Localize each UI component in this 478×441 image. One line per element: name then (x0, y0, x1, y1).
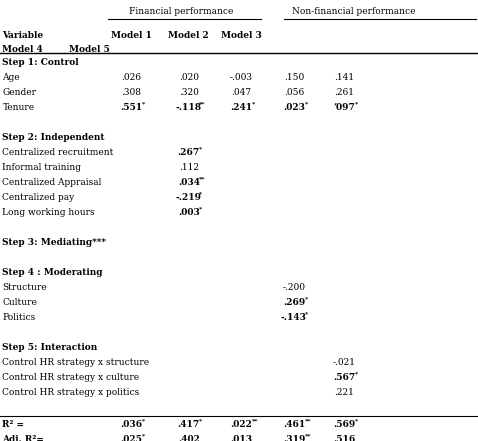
Text: .020: .020 (179, 73, 199, 82)
Text: Step 4 : Moderating: Step 4 : Moderating (2, 268, 103, 277)
Text: *: * (252, 101, 255, 107)
Text: .516: .516 (333, 435, 355, 441)
Text: Control HR strategy x structure: Control HR strategy x structure (2, 358, 150, 367)
Text: **: ** (199, 176, 206, 182)
Text: .569: .569 (333, 420, 355, 430)
Text: .267: .267 (178, 148, 200, 157)
Text: -.118: -.118 (176, 103, 202, 112)
Text: .023: .023 (283, 103, 305, 112)
Text: Variable: Variable (2, 31, 43, 40)
Text: *: * (355, 371, 358, 377)
Text: *: * (142, 419, 145, 424)
Text: -.200: -.200 (282, 283, 305, 292)
Text: .150: .150 (284, 73, 304, 82)
Text: *: * (355, 419, 358, 424)
Text: .013: .013 (230, 435, 252, 441)
Text: Non-financial performance: Non-financial performance (292, 7, 415, 15)
Text: .551: .551 (120, 103, 142, 112)
Text: Informal training: Informal training (2, 163, 81, 172)
Text: Control HR strategy x politics: Control HR strategy x politics (2, 388, 140, 397)
Text: .269: .269 (283, 298, 305, 307)
Text: Step 2: Independent: Step 2: Independent (2, 133, 105, 142)
Text: Politics: Politics (2, 313, 36, 322)
Text: .417: .417 (178, 420, 200, 430)
Text: **: ** (304, 434, 311, 439)
Text: *: * (199, 206, 203, 212)
Text: *: * (355, 101, 358, 107)
Text: Model 1: Model 1 (111, 31, 152, 40)
Text: .047: .047 (231, 88, 251, 97)
Text: *: * (199, 146, 203, 152)
Text: Adj. R²=: Adj. R²= (2, 435, 44, 441)
Text: -.003: -.003 (230, 73, 253, 82)
Text: Step 3: Mediating***: Step 3: Mediating*** (2, 238, 107, 247)
Text: Tenure: Tenure (2, 103, 34, 112)
Text: Centralized recruitment: Centralized recruitment (2, 148, 114, 157)
Text: Model 3: Model 3 (221, 31, 262, 40)
Text: Model 2: Model 2 (168, 31, 209, 40)
Text: .025: .025 (120, 435, 142, 441)
Text: .036: .036 (120, 420, 142, 430)
Text: Model 5: Model 5 (69, 45, 110, 54)
Text: Centralized pay: Centralized pay (2, 193, 75, 202)
Text: *: * (199, 419, 203, 424)
Text: Age: Age (2, 73, 20, 82)
Text: .112: .112 (179, 163, 199, 172)
Text: .141: .141 (334, 73, 354, 82)
Text: .034: .034 (178, 178, 200, 187)
Text: *: * (142, 101, 145, 107)
Text: .026: .026 (121, 73, 141, 82)
Text: .221: .221 (334, 388, 354, 397)
Text: Step 1: Control: Step 1: Control (2, 58, 79, 67)
Text: *: * (304, 311, 308, 317)
Text: Model 4: Model 4 (2, 45, 43, 54)
Text: Step 5: Interaction: Step 5: Interaction (2, 343, 98, 352)
Text: .003: .003 (178, 208, 200, 217)
Text: -.143: -.143 (281, 313, 307, 322)
Text: -.021: -.021 (333, 358, 356, 367)
Text: **: ** (304, 419, 311, 424)
Text: .261: .261 (334, 88, 354, 97)
Text: .308: .308 (121, 88, 141, 97)
Text: *: * (199, 191, 203, 197)
Text: R² =: R² = (2, 420, 24, 430)
Text: Long working hours: Long working hours (2, 208, 95, 217)
Text: Structure: Structure (2, 283, 47, 292)
Text: *: * (304, 296, 308, 302)
Text: .056: .056 (284, 88, 304, 97)
Text: ʼ097: ʼ097 (333, 103, 355, 112)
Text: .567: .567 (333, 373, 355, 382)
Text: *: * (142, 434, 145, 439)
Text: Control HR strategy x culture: Control HR strategy x culture (2, 373, 140, 382)
Text: **: ** (199, 101, 206, 107)
Text: .402: .402 (178, 435, 200, 441)
Text: *: * (304, 101, 308, 107)
Text: **: ** (252, 419, 259, 424)
Text: Gender: Gender (2, 88, 36, 97)
Text: .022: .022 (230, 420, 252, 430)
Text: .319: .319 (283, 435, 305, 441)
Text: Financial performance: Financial performance (130, 7, 234, 15)
Text: .241: .241 (230, 103, 252, 112)
Text: .461: .461 (283, 420, 305, 430)
Text: Culture: Culture (2, 298, 37, 307)
Text: .320: .320 (179, 88, 199, 97)
Text: Centralized Appraisal: Centralized Appraisal (2, 178, 102, 187)
Text: -.219: -.219 (176, 193, 202, 202)
